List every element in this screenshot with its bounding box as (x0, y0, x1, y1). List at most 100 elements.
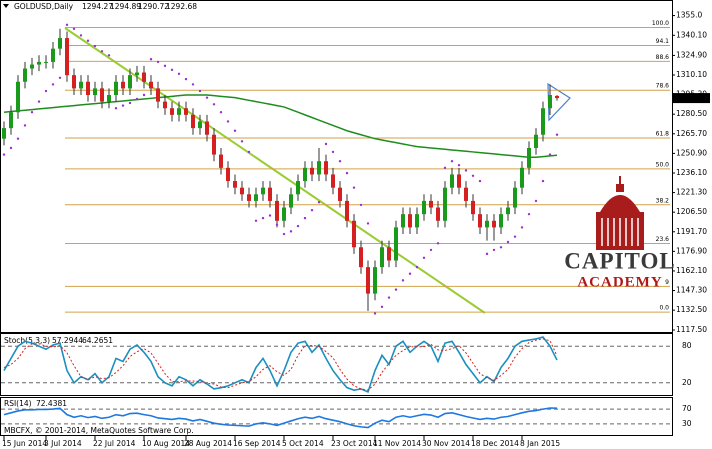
indicator-line (3, 336, 558, 394)
candle-body (310, 167, 314, 175)
sar-dot (373, 312, 377, 315)
sar-dot (65, 23, 69, 27)
candle-body (107, 95, 111, 102)
sar-dot (380, 305, 384, 309)
rsi-pane (0, 397, 673, 436)
logo-spire (619, 176, 621, 184)
candle-body (338, 187, 342, 201)
sar-dot (114, 107, 118, 110)
sar-dot (338, 160, 342, 163)
sar-dot (499, 246, 503, 249)
y-tick-label: 1221.30 (676, 188, 707, 197)
last-price-box (672, 93, 710, 104)
x-tick-label: 18 Dec 2014 (471, 439, 519, 448)
sar-dot (177, 72, 181, 76)
sar-dot (415, 265, 419, 269)
sar-dot (401, 279, 405, 282)
candle-body (387, 247, 391, 261)
sar-dot (240, 140, 244, 143)
candle-body (548, 95, 552, 109)
fib-label: 78.6 (656, 83, 670, 90)
y-tick-label: 30 (682, 419, 692, 428)
candle-body (415, 214, 419, 228)
sar-dot (16, 137, 20, 140)
sar-dot (352, 186, 356, 189)
x-tick-label: 3 Jul 2014 (44, 439, 82, 448)
candle-body (380, 247, 384, 268)
moving-average (3, 94, 558, 158)
candle-body (499, 214, 503, 228)
y-tick-label: 1280.50 (676, 109, 707, 118)
title-arrow (3, 4, 9, 8)
candle-body (30, 64, 34, 69)
indicator-line (3, 338, 558, 391)
candle-body (394, 227, 398, 261)
candle-body (303, 167, 307, 182)
y-tick-label: 80 (682, 341, 692, 350)
sar-dot (527, 212, 531, 216)
sar-dot (142, 93, 146, 97)
logo-line2: ACADEMY (577, 274, 662, 290)
y-tick-label: 1250.90 (676, 148, 707, 157)
indicator-line (3, 407, 558, 429)
candle-body (58, 38, 62, 49)
candle-body (282, 207, 286, 221)
sar-dot (408, 272, 412, 275)
logo: CAPITOL ACADEMY (564, 176, 675, 290)
candle-body (492, 220, 496, 228)
candle-body (93, 88, 97, 96)
sar-dot (163, 64, 167, 68)
sar-dot (289, 230, 293, 233)
sar-dot (464, 169, 468, 172)
header-value: 1294.27 (82, 2, 113, 11)
sar-dot (548, 153, 552, 156)
fib-label: 0.0 (659, 305, 669, 312)
candle-body (177, 108, 181, 115)
sar-dot (303, 216, 307, 220)
y-tick-label: 20 (682, 378, 692, 387)
candle-body (324, 161, 328, 175)
sar-dot (261, 216, 265, 220)
x-tick-label: 5 Oct 2014 (282, 439, 324, 448)
candle-body (86, 81, 90, 96)
y-tick-label: 1324.90 (676, 50, 707, 59)
logo-line1: CAPITOL (564, 248, 675, 273)
sar-dot (247, 150, 251, 154)
sar-dot (387, 296, 391, 299)
candle-body (72, 75, 76, 89)
sar-dot (443, 166, 447, 170)
candle-body (65, 38, 69, 76)
candle-body (331, 174, 335, 188)
sar-dot (93, 44, 97, 48)
footer: MBCFX, © 2001-2014, MetaQuotes Software … (4, 426, 194, 435)
candle-body (296, 181, 300, 195)
candle-body (352, 220, 356, 248)
sar-dot (107, 54, 111, 57)
candle-body (16, 81, 20, 113)
trend-line (64, 27, 486, 314)
fib-label: 94.1 (656, 38, 670, 45)
candle-body (317, 161, 321, 175)
candle-body (135, 72, 139, 76)
sar-dot (492, 248, 496, 252)
sar-dot (72, 27, 76, 31)
sar-dot (450, 160, 454, 163)
candle-body (100, 88, 104, 102)
sar-dot (534, 199, 538, 203)
candle-body (226, 167, 230, 182)
main-pane (0, 0, 673, 333)
sar-dot (471, 174, 475, 177)
candle-body (212, 134, 216, 155)
fib-label: 100.0 (652, 20, 669, 27)
x-tick-label: 10 Aug 2014 (142, 439, 190, 448)
header-value: 1292.68 (166, 2, 197, 11)
sar-dot (324, 142, 328, 146)
sar-dot (541, 179, 545, 183)
y-tick-label: 1355.0 (676, 11, 702, 20)
candle-body (261, 187, 265, 195)
sar-dot (100, 50, 104, 53)
sar-dot (296, 224, 300, 228)
candle-body (275, 200, 279, 221)
sar-dot (128, 101, 132, 105)
candle-body (289, 194, 293, 208)
